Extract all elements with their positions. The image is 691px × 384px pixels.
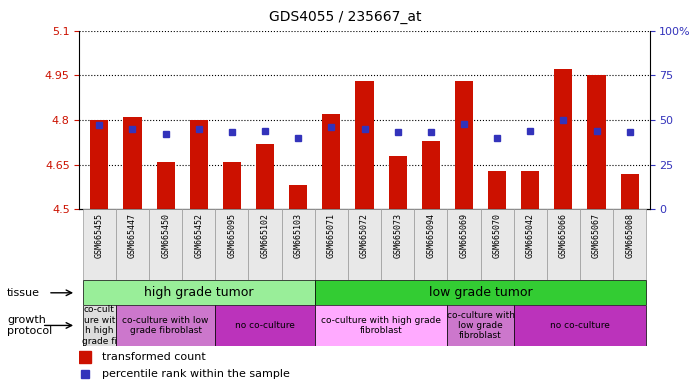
- Bar: [381, 209, 414, 280]
- Text: GSM665455: GSM665455: [95, 213, 104, 258]
- Bar: [554, 70, 572, 209]
- Bar: [455, 81, 473, 209]
- Bar: [315, 305, 447, 346]
- Bar: [621, 174, 638, 209]
- Text: low grade tumor: low grade tumor: [428, 286, 532, 299]
- Text: GSM665069: GSM665069: [460, 213, 468, 258]
- Bar: [447, 209, 480, 280]
- Text: GSM665094: GSM665094: [426, 213, 435, 258]
- Text: percentile rank within the sample: percentile rank within the sample: [102, 369, 290, 379]
- Bar: [414, 209, 447, 280]
- Bar: [447, 305, 513, 346]
- Bar: [480, 209, 513, 280]
- Text: transformed count: transformed count: [102, 352, 206, 362]
- Bar: [315, 280, 646, 305]
- Bar: [348, 209, 381, 280]
- Bar: [587, 75, 605, 209]
- Text: GSM665447: GSM665447: [128, 213, 137, 258]
- Bar: [355, 81, 374, 209]
- Text: GDS4055 / 235667_at: GDS4055 / 235667_at: [269, 10, 422, 23]
- Bar: [189, 120, 208, 209]
- Bar: [124, 117, 142, 209]
- Bar: [116, 305, 216, 346]
- Text: GSM665072: GSM665072: [360, 213, 369, 258]
- Bar: [157, 162, 175, 209]
- Bar: [91, 120, 108, 209]
- Text: GSM665071: GSM665071: [327, 213, 336, 258]
- Bar: [521, 170, 540, 209]
- Text: GSM665095: GSM665095: [227, 213, 236, 258]
- Bar: [422, 141, 440, 209]
- Bar: [83, 305, 116, 346]
- Bar: [216, 209, 249, 280]
- Bar: [488, 170, 507, 209]
- Bar: [216, 305, 315, 346]
- Bar: [282, 209, 315, 280]
- Bar: [116, 209, 149, 280]
- Text: GSM665068: GSM665068: [625, 213, 634, 258]
- Bar: [249, 209, 282, 280]
- Bar: [547, 209, 580, 280]
- Bar: [83, 280, 315, 305]
- Bar: [613, 209, 646, 280]
- Text: GSM665066: GSM665066: [559, 213, 568, 258]
- Text: co-culture with high grade
fibroblast: co-culture with high grade fibroblast: [321, 316, 441, 335]
- Bar: [322, 114, 341, 209]
- Bar: [580, 209, 613, 280]
- Bar: [149, 209, 182, 280]
- Text: co-culture with low
grade fibroblast: co-culture with low grade fibroblast: [122, 316, 209, 335]
- Text: growth
protocol: growth protocol: [7, 314, 52, 336]
- Text: GSM665103: GSM665103: [294, 213, 303, 258]
- Text: GSM665102: GSM665102: [261, 213, 269, 258]
- Bar: [182, 209, 216, 280]
- Text: GSM665067: GSM665067: [592, 213, 601, 258]
- Bar: [513, 209, 547, 280]
- Text: co-culture with
low grade
fibroblast: co-culture with low grade fibroblast: [446, 311, 515, 340]
- Text: GSM665042: GSM665042: [526, 213, 535, 258]
- Text: GSM665450: GSM665450: [161, 213, 170, 258]
- Bar: [83, 209, 116, 280]
- Text: tissue: tissue: [7, 288, 40, 298]
- Bar: [289, 185, 307, 209]
- Text: no co-culture: no co-culture: [235, 321, 295, 330]
- Bar: [223, 162, 241, 209]
- Text: GSM665070: GSM665070: [493, 213, 502, 258]
- Bar: [256, 144, 274, 209]
- Text: no co-culture: no co-culture: [550, 321, 610, 330]
- Text: GSM665452: GSM665452: [194, 213, 203, 258]
- Text: co-cult
ure wit
h high
grade fi: co-cult ure wit h high grade fi: [82, 305, 117, 346]
- Bar: [315, 209, 348, 280]
- Text: GSM665073: GSM665073: [393, 213, 402, 258]
- Bar: [513, 305, 646, 346]
- Bar: [388, 156, 407, 209]
- Text: high grade tumor: high grade tumor: [144, 286, 254, 299]
